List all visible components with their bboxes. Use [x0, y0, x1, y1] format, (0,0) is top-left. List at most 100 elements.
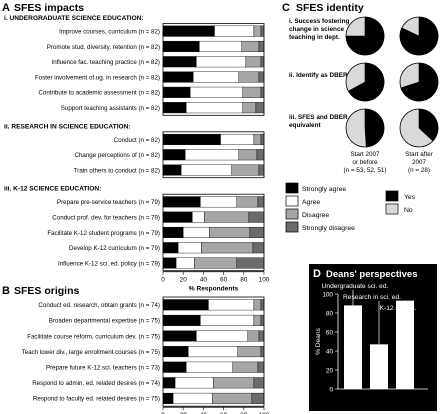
y-tick-label: 100: [322, 291, 333, 298]
dean-bar: [344, 305, 362, 389]
bar-segment-strongly-disagree: [255, 102, 265, 114]
bar-segment-agree: [190, 86, 243, 98]
x-tick-label: 80: [240, 412, 248, 414]
bar-segment-disagree: [253, 314, 262, 326]
bar-segment-strongly-disagree: [248, 211, 265, 223]
legend-swatch-disagree: [285, 208, 299, 220]
bar-label: Facilitate K-12 student programs (n = 79…: [47, 230, 160, 237]
pie-column-label-line: Start 2007: [350, 151, 380, 158]
bar-label: Respond to admin. ed. related desires (n…: [32, 380, 160, 387]
y-tick-label: 0: [329, 386, 333, 393]
bar-segment-agree: [200, 314, 255, 326]
y-tick-label: 20: [326, 367, 334, 374]
bar-segment-agree: [182, 226, 210, 238]
bar-segment-strongly-disagree: [257, 196, 265, 208]
pie-row-label-line: teaching in dept.: [289, 34, 340, 41]
bar-segment-strongly-agree: [162, 299, 209, 311]
bar-segment-disagree: [247, 330, 260, 342]
pie-slice-yes: [418, 108, 439, 142]
y-tick-label: 40: [326, 348, 334, 355]
group-frame: [162, 296, 265, 407]
bar-segment-strongly-disagree: [253, 377, 265, 389]
pie-row-label: iii. SFES and DBER equivalent: [289, 114, 348, 129]
pie-slice-yes: [347, 62, 385, 102]
panel-d-letter: D: [313, 268, 321, 280]
bar-segment-strongly-agree: [162, 361, 187, 373]
pie-slice-yes: [364, 108, 385, 148]
bar-segment-strongly-disagree: [260, 314, 265, 326]
bar-segment-agree: [186, 361, 233, 373]
bar-segment-disagree: [242, 86, 262, 98]
bar-segment-disagree: [213, 377, 255, 389]
pie-row-label-line: ii. Identify as DBER*: [289, 72, 351, 79]
bar-segment-strongly-agree: [162, 226, 184, 238]
pie-slice-yes: [400, 62, 439, 102]
pie-column-n: (n = 53, 52, 51): [344, 167, 387, 174]
bar-segment-agree: [208, 299, 255, 311]
bar-segment-strongly-disagree: [258, 164, 265, 176]
bar-segment-strongly-agree: [162, 330, 197, 342]
bar-category-label: Undergraduate sci. ed.: [322, 283, 389, 290]
x-tick-label: 80: [240, 277, 248, 284]
panel-d-chart: D Deans' perspectives 0 20 40 60 80 100 % Deans U…: [309, 264, 437, 411]
bar-segment-strongly-agree: [162, 56, 197, 68]
bar-segment-strongly-disagree: [260, 25, 265, 37]
x-axis-label: % Respondents: [189, 286, 239, 293]
legend-swatch-strongly-agree: [285, 182, 299, 194]
x-tick-label: 100: [259, 412, 270, 414]
bar-segment-disagree: [253, 299, 262, 311]
panel-c-title: SFES identity: [296, 2, 364, 14]
x-tick-label: 40: [200, 277, 208, 284]
bar-segment-disagree: [242, 102, 257, 114]
legend-swatch-agree: [285, 195, 299, 207]
x-tick-label: 60: [220, 277, 228, 284]
bar-segment-strongly-disagree: [249, 226, 265, 238]
x-tick-label: 0: [161, 277, 165, 284]
bar-segment-strongly-agree: [162, 149, 186, 161]
bar-label: Conduct ed. research, obtain grants (n =…: [38, 302, 160, 309]
bar-segment-disagree: [201, 242, 254, 254]
pie-row-label: ii. Identify as DBER*: [289, 72, 351, 79]
legend-swatch-strongly-disagree: [285, 221, 299, 233]
x-tick-label: 60: [220, 412, 228, 414]
bar-segment-strongly-disagree: [252, 242, 265, 254]
dean-bar: [396, 300, 414, 389]
bar-segment-strongly-disagree: [258, 71, 265, 83]
bar-segment-agree: [185, 149, 239, 161]
legend-label: Agree: [302, 199, 320, 206]
bar-segment-strongly-agree: [162, 40, 200, 52]
bar-segment-disagree: [231, 164, 260, 176]
bar-segment-disagree: [253, 25, 262, 37]
bar-segment-agree: [193, 71, 239, 83]
panel-a-letter: A: [2, 2, 10, 14]
pie-column-n: (n = 28): [408, 167, 430, 174]
bar-segment-strongly-agree: [162, 257, 177, 269]
bar-segment-strongly-agree: [162, 164, 182, 176]
bar-category-label: K-12 sci. ed.: [380, 305, 417, 312]
pie-row-label-line: equivalent: [289, 122, 321, 129]
bar-segment-disagree: [241, 40, 260, 52]
bar-label: Develop K-12 curriculum (n = 79): [69, 245, 160, 252]
bar-segment-agree: [186, 102, 243, 114]
bar-segment-strongly-agree: [162, 71, 194, 83]
legend-label: Strongly disagree: [302, 225, 355, 232]
bar-segment-strongly-agree: [162, 377, 176, 389]
yes-no-legend: Yes No: [385, 190, 416, 215]
bar-segment-strongly-disagree: [258, 330, 265, 342]
bar-segment-agree: [172, 392, 213, 404]
legend-label: No: [404, 207, 413, 214]
y-axis-label: % Deans: [315, 327, 322, 354]
bar-segment-strongly-agree: [162, 102, 187, 114]
bar-segment-strongly-disagree: [260, 133, 265, 145]
legend-label: Strongly agree: [302, 186, 346, 193]
bar-segment-strongly-agree: [162, 25, 215, 37]
bar-segment-agree: [175, 257, 195, 269]
pie-row-label-line: i. Success fostering: [289, 18, 349, 25]
bar-segment-strongly-disagree: [251, 392, 265, 404]
bar-segment-strongly-agree: [162, 196, 201, 208]
pie-column-label-line: 2007: [412, 159, 427, 166]
bar-segment-strongly-disagree: [260, 86, 265, 98]
panel-b-letter: B: [2, 285, 10, 297]
x-tick-label: 0: [161, 412, 165, 414]
bar-segment-agree: [188, 346, 238, 358]
